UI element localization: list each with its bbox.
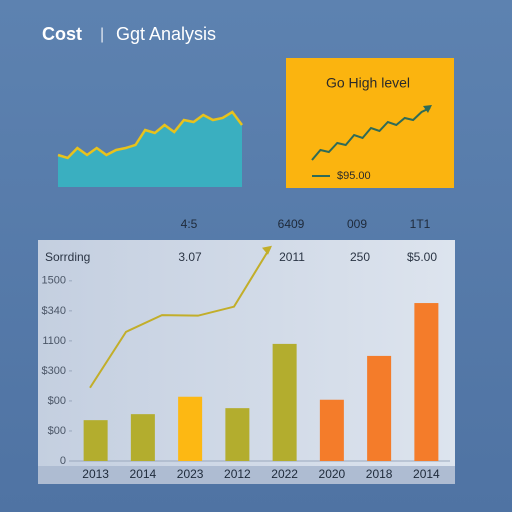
x-tick-label: 2020 bbox=[319, 467, 346, 481]
bar bbox=[83, 420, 108, 461]
arrow-head bbox=[262, 245, 272, 255]
x-tick-label: 2018 bbox=[366, 467, 393, 481]
stat: 6409 bbox=[278, 217, 305, 231]
area-line bbox=[57, 110, 244, 160]
line-card bbox=[286, 58, 454, 188]
header-title: Cost bbox=[42, 24, 82, 44]
arrow-head bbox=[423, 105, 432, 113]
row-value: 2011 bbox=[279, 250, 305, 264]
axis-band bbox=[38, 466, 455, 484]
stat: 1T1 bbox=[410, 217, 431, 231]
bar bbox=[130, 414, 155, 461]
y-tick-label: 1500 bbox=[42, 275, 66, 287]
row-value: $5.00 bbox=[407, 250, 437, 264]
line bbox=[311, 107, 431, 161]
legend-label: $95.00 bbox=[337, 170, 371, 182]
x-tick-label: 2014 bbox=[130, 467, 157, 481]
area bbox=[58, 112, 242, 187]
bar bbox=[272, 343, 297, 461]
row-label: Sorrding bbox=[45, 250, 90, 264]
stat: 4:5 bbox=[181, 217, 198, 231]
x-tick-label: 2012 bbox=[224, 467, 251, 481]
x-tick-label: 2014 bbox=[413, 467, 440, 481]
x-tick-label: 2022 bbox=[271, 467, 298, 481]
bar bbox=[367, 355, 392, 461]
y-tick-label: $300 bbox=[42, 365, 66, 377]
row-value: 3.07 bbox=[178, 250, 202, 264]
row-value: 250 bbox=[350, 250, 370, 264]
bar bbox=[225, 408, 250, 461]
bar bbox=[414, 303, 439, 461]
header-separator: | bbox=[100, 26, 104, 43]
y-tick-label: 1100 bbox=[42, 335, 66, 347]
trend-line bbox=[89, 247, 271, 389]
y-tick-label: $340 bbox=[42, 305, 66, 317]
y-tick-label: $00 bbox=[48, 395, 66, 407]
stat: 009 bbox=[347, 217, 367, 231]
header-subtitle: Ggt Analysis bbox=[116, 24, 216, 44]
y-tick-label: 0 bbox=[60, 455, 66, 467]
bar bbox=[319, 399, 344, 461]
x-tick-label: 2013 bbox=[82, 467, 109, 481]
card-title: Go High level bbox=[326, 75, 410, 91]
x-tick-label: 2023 bbox=[177, 467, 204, 481]
bar bbox=[178, 396, 203, 461]
y-tick-label: $00 bbox=[48, 425, 66, 437]
